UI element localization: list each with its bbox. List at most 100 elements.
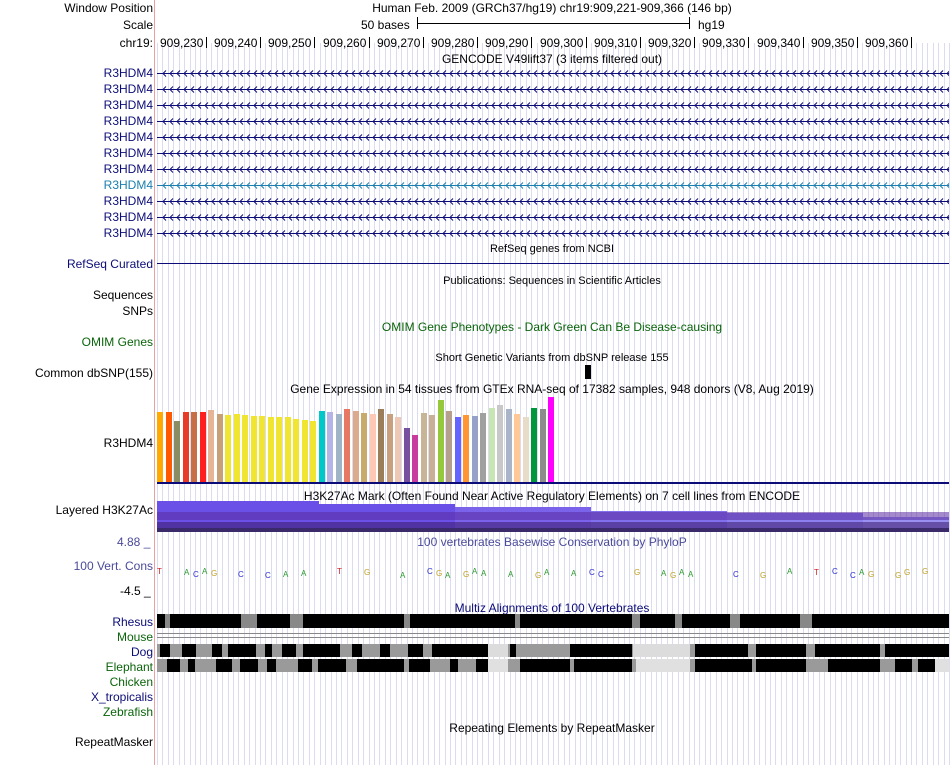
gtex-tissue-bar[interactable] bbox=[531, 408, 537, 482]
dbsnp-track-label[interactable]: Common dbSNP(155) bbox=[34, 366, 153, 380]
multiz-species-chicken[interactable]: Chicken bbox=[109, 675, 153, 689]
gencode-transcript-line[interactable] bbox=[157, 213, 949, 222]
rhesus-block[interactable] bbox=[257, 614, 290, 628]
gencode-transcript-label[interactable]: R3HDM4 bbox=[103, 178, 153, 192]
elephant-block[interactable] bbox=[216, 659, 232, 672]
multiz-species-zebrafish[interactable]: Zebrafish bbox=[102, 705, 153, 719]
gtex-tissue-bar[interactable] bbox=[344, 409, 350, 482]
gtex-tissue-bar[interactable] bbox=[463, 415, 469, 482]
dog-block[interactable] bbox=[510, 644, 516, 657]
gtex-tissue-bar[interactable] bbox=[268, 417, 274, 482]
gencode-transcript-line[interactable] bbox=[157, 181, 949, 190]
gtex-tissue-bar[interactable] bbox=[200, 412, 206, 482]
publications-sequences-label[interactable]: Sequences bbox=[92, 288, 153, 302]
gtex-tissue-bar[interactable] bbox=[157, 412, 163, 482]
gtex-tissue-bar[interactable] bbox=[514, 414, 520, 482]
gtex-tissue-bar[interactable] bbox=[285, 417, 291, 482]
gtex-tissue-bar[interactable] bbox=[412, 435, 418, 482]
dog-block[interactable] bbox=[408, 644, 423, 657]
rhesus-gap[interactable] bbox=[675, 614, 682, 628]
gtex-tissue-bar[interactable] bbox=[523, 417, 529, 482]
gencode-transcript-label[interactable]: R3HDM4 bbox=[103, 114, 153, 128]
dog-block[interactable] bbox=[432, 644, 488, 657]
gencode-transcript-label[interactable]: R3HDM4 bbox=[103, 194, 153, 208]
rhesus-block[interactable] bbox=[640, 614, 675, 628]
gencode-transcript-label[interactable]: R3HDM4 bbox=[103, 130, 153, 144]
gencode-transcript-line[interactable] bbox=[157, 117, 949, 126]
gtex-tissue-bar[interactable] bbox=[259, 416, 265, 482]
gtex-tissue-bar[interactable] bbox=[319, 411, 325, 482]
gtex-tissue-bar[interactable] bbox=[540, 409, 546, 482]
refseq-track-label[interactable]: RefSeq Curated bbox=[66, 257, 153, 271]
multiz-species-rhesus[interactable]: Rhesus bbox=[112, 615, 153, 629]
dog-block[interactable] bbox=[756, 644, 806, 657]
elephant-block[interactable] bbox=[450, 659, 458, 672]
gtex-tissue-bar[interactable] bbox=[225, 415, 231, 482]
rhesus-gap[interactable] bbox=[800, 614, 812, 628]
elephant-light[interactable] bbox=[935, 659, 949, 672]
gtex-tissue-bar[interactable] bbox=[242, 415, 248, 482]
rhesus-gap[interactable] bbox=[632, 614, 640, 628]
rhesus-gap[interactable] bbox=[165, 614, 170, 628]
rhesus-block[interactable] bbox=[520, 614, 632, 628]
dog-block[interactable] bbox=[695, 644, 748, 657]
gtex-tissue-bar[interactable] bbox=[361, 413, 367, 482]
elephant-block[interactable] bbox=[828, 659, 880, 672]
gtex-tissue-bar[interactable] bbox=[370, 414, 376, 482]
dog-block[interactable] bbox=[815, 644, 880, 657]
dog-light[interactable] bbox=[633, 644, 690, 657]
dog-block[interactable] bbox=[160, 644, 170, 657]
gtex-tissue-bar[interactable] bbox=[489, 408, 495, 482]
omim-track-label[interactable]: OMIM Genes bbox=[81, 335, 153, 349]
multiz-species-mouse[interactable]: Mouse bbox=[116, 630, 153, 644]
dog-block[interactable] bbox=[380, 644, 390, 657]
elephant-block[interactable] bbox=[298, 659, 312, 672]
elephant-block[interactable] bbox=[409, 659, 430, 672]
gtex-tissue-bar[interactable] bbox=[327, 412, 333, 482]
gtex-tissue-bar[interactable] bbox=[497, 405, 503, 482]
gencode-transcript-label[interactable]: R3HDM4 bbox=[103, 210, 153, 224]
gencode-transcript-line[interactable] bbox=[157, 85, 949, 94]
rhesus-gap[interactable] bbox=[515, 614, 520, 628]
gtex-tissue-bar[interactable] bbox=[293, 419, 299, 482]
gtex-tissue-bar[interactable] bbox=[353, 411, 359, 482]
gencode-transcript-line[interactable] bbox=[157, 101, 949, 110]
gtex-tissue-bar[interactable] bbox=[217, 414, 223, 482]
dog-block[interactable] bbox=[885, 644, 949, 657]
gencode-transcript-line[interactable] bbox=[157, 133, 949, 142]
publications-snps-label[interactable]: SNPs bbox=[122, 304, 153, 318]
rhesus-block[interactable] bbox=[812, 614, 949, 628]
elephant-block[interactable] bbox=[167, 659, 180, 672]
rhesus-gap[interactable] bbox=[241, 614, 257, 628]
gtex-tissue-bar[interactable] bbox=[191, 412, 197, 482]
gencode-transcript-label[interactable]: R3HDM4 bbox=[103, 162, 153, 176]
gtex-tissue-bar[interactable] bbox=[174, 421, 180, 482]
elephant-block[interactable] bbox=[476, 659, 488, 672]
gtex-tissue-bar[interactable] bbox=[480, 413, 486, 482]
h3k27ac-track-label[interactable]: Layered H3K27Ac bbox=[55, 503, 153, 517]
gtex-tissue-bar[interactable] bbox=[404, 428, 410, 482]
elephant-block[interactable] bbox=[895, 659, 912, 672]
gtex-tissue-bar[interactable] bbox=[302, 420, 308, 482]
phylop-track-label[interactable]: 100 Vert. Cons bbox=[73, 559, 153, 573]
gtex-tissue-bar[interactable] bbox=[395, 417, 401, 482]
gtex-tissue-bar[interactable] bbox=[310, 421, 316, 482]
elephant-block[interactable] bbox=[520, 659, 570, 672]
refseq-line[interactable] bbox=[157, 263, 949, 264]
gencode-transcript-line[interactable] bbox=[157, 229, 949, 238]
gtex-tissue-bar[interactable] bbox=[446, 411, 452, 482]
rhesus-gap[interactable] bbox=[404, 614, 410, 628]
elephant-block[interactable] bbox=[267, 659, 276, 672]
gencode-transcript-line[interactable] bbox=[157, 165, 949, 174]
gtex-tissue-bar[interactable] bbox=[276, 417, 282, 482]
gencode-transcript-line[interactable] bbox=[157, 69, 949, 78]
h3k27ac-signal[interactable] bbox=[157, 500, 949, 532]
rhesus-block[interactable] bbox=[157, 614, 165, 628]
dbsnp-variant[interactable] bbox=[585, 365, 591, 379]
repeatmasker-track-label[interactable]: RepeatMasker bbox=[74, 735, 153, 749]
elephant-block[interactable] bbox=[357, 659, 404, 672]
dog-block[interactable] bbox=[303, 644, 340, 657]
gtex-tissue-bar[interactable] bbox=[378, 409, 384, 482]
rhesus-block[interactable] bbox=[740, 614, 800, 628]
